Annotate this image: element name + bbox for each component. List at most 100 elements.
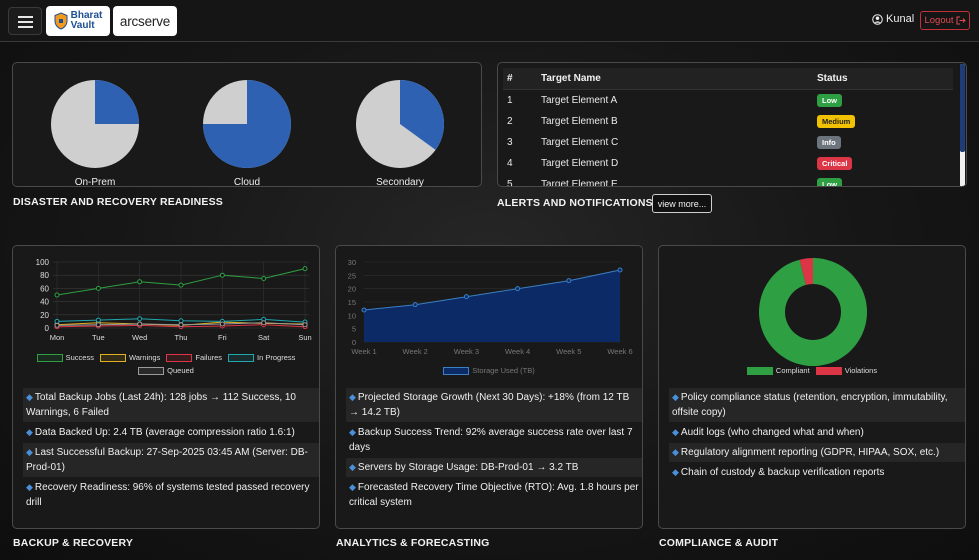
donut-slice [759, 258, 867, 366]
column-header[interactable]: Status [813, 68, 953, 90]
alerts-panel: # Target Name Status 1 Target Element A Lo… [497, 62, 967, 187]
legend-item[interactable]: Violations [815, 366, 878, 375]
target-name: Target Element A [541, 95, 618, 106]
backup-jobs-line-chart: 0 20 40 60 80 100 Mon Tue Wed Thu Fri Sat Sun [36, 258, 312, 342]
legend-item[interactable]: Failures [166, 353, 222, 362]
x-tick-label: Sat [258, 333, 270, 342]
y-tick-label: 0 [352, 338, 356, 347]
data-point [219, 272, 225, 278]
legend-item[interactable]: In Progress [228, 353, 295, 362]
bharat-vault-logo[interactable]: Bharat Vault [46, 6, 110, 36]
diamond-icon: ◆ [349, 427, 356, 437]
data-point [178, 322, 184, 328]
backup-info-list: ◆ Total Backup Jobs (Last 24h): 128 jobs … [23, 388, 319, 513]
list-item-text: Forecasted Recovery Time Objective (RTO)… [349, 482, 639, 508]
diamond-icon: ◆ [26, 447, 33, 457]
data-point [54, 318, 60, 324]
list-item: ◆ Servers by Storage Usage: DB-Prod-01 → … [346, 458, 642, 477]
analytics-info-list: ◆ Projected Storage Growth (Next 30 Days)… [346, 388, 642, 513]
legend-swatch [746, 366, 773, 375]
data-point [261, 320, 267, 326]
pie-secondary[interactable]: Secondary [355, 79, 445, 188]
legend-item[interactable]: Compliant [746, 366, 810, 375]
storage-chart-legend: Storage Used (TB) [346, 366, 632, 375]
legend-swatch [228, 353, 255, 362]
diamond-icon: ◆ [672, 392, 679, 402]
diamond-icon: ◆ [26, 482, 33, 492]
user-menu[interactable]: Kunal [872, 13, 914, 25]
analytics-title: ANALYTICS & FORECASTING [336, 537, 490, 549]
analytics-panel: 0 5 10 15 20 25 30 Week 1 Week 2 Week 3 Week 4 Week… [335, 245, 643, 529]
legend-label: Violations [844, 366, 878, 375]
user-name: Kunal [886, 13, 915, 25]
list-item: ◆ Total Backup Jobs (Last 24h): 128 jobs … [23, 388, 319, 422]
user-icon [872, 13, 883, 25]
legend-item[interactable]: Success [36, 353, 94, 362]
data-point [219, 321, 225, 327]
compliance-title: COMPLIANCE & AUDIT [659, 537, 779, 549]
target-name: Target Element E [541, 179, 618, 187]
pie-chart-cloud [203, 80, 291, 168]
logout-button[interactable]: Logout [920, 11, 970, 30]
legend-swatch [443, 366, 470, 375]
legend-item[interactable]: Warnings [99, 353, 161, 362]
table-row[interactable]: 1 Target Element A Low [503, 90, 953, 112]
pie-chart-secondary [356, 80, 445, 168]
table-row[interactable]: 2 Target Element B Medium [503, 111, 953, 132]
list-item: ◆ Data Backed Up: 2.4 TB (average compres… [23, 423, 319, 442]
diamond-icon: ◆ [26, 392, 33, 402]
data-point [515, 286, 521, 292]
pie-cloud[interactable]: Cloud [202, 79, 292, 188]
series-line [363, 269, 621, 311]
logo-text-line1: Bharat [70, 10, 103, 21]
diamond-icon: ◆ [672, 447, 679, 457]
data-point [137, 321, 143, 327]
data-point [178, 282, 184, 288]
scrollbar-thumb[interactable] [960, 64, 965, 152]
pie-label: Secondary [376, 177, 424, 188]
list-item-text: Data Backed Up: 2.4 TB (average compress… [34, 427, 295, 438]
y-tick-label: 40 [40, 298, 49, 307]
column-header[interactable]: # [503, 68, 537, 90]
logo-text-line2: Vault [70, 20, 95, 31]
legend-item[interactable]: Storage Used (TB) [443, 366, 535, 375]
legend-swatch [99, 353, 126, 362]
readiness-panel: On-Prem Cloud Secondary [12, 62, 482, 188]
backup-chart-legend: Success Warnings Failures In Progress Queued [23, 353, 309, 375]
table-row[interactable]: 5 Target Element E Low [503, 174, 953, 187]
x-tick-label: Thu [175, 333, 188, 342]
data-point [302, 322, 308, 328]
status-badge: Critical [817, 157, 853, 170]
y-tick-label: 15 [348, 298, 356, 307]
list-item: ◆ Policy compliance status (retention, en… [669, 388, 965, 422]
menu-toggle-button[interactable] [8, 7, 42, 35]
column-header[interactable]: Target Name [537, 68, 813, 90]
legend-label: In Progress [257, 353, 296, 362]
list-item-text: Backup Success Trend: 92% average succes… [349, 427, 633, 453]
status-cell: Low [813, 174, 953, 186]
view-more-button[interactable]: view more... [652, 194, 712, 213]
top-bar: Bharat Vault arcserve Kunal Logout [0, 0, 979, 42]
list-item: ◆ Audit logs (who changed what and when) [669, 423, 965, 442]
list-item-text: Regulatory alignment reporting (GDPR, HI… [680, 447, 940, 458]
table-row[interactable]: 4 Target Element D Critical [503, 153, 953, 174]
table-header-row: # Target Name Status [503, 68, 953, 90]
x-tick-label: Mon [50, 333, 65, 342]
pie-slice [95, 80, 139, 124]
pie-onprem[interactable]: On-Prem [50, 79, 140, 188]
compliance-panel: Compliant Violations ◆ Policy compliance s… [658, 245, 966, 529]
arcserve-logo[interactable]: arcserve [113, 6, 177, 36]
arcserve-logo-text: arcserve [119, 13, 171, 29]
legend-label: Warnings [128, 353, 161, 362]
list-item-text: Audit logs (who changed what and when) [680, 427, 864, 438]
status-cell: Info [813, 132, 953, 153]
legend-label: Queued [167, 366, 194, 375]
row-number: 2 [507, 116, 513, 127]
legend-item[interactable]: Queued [138, 366, 194, 375]
data-point [463, 294, 469, 300]
data-point [412, 302, 418, 308]
row-number: 3 [507, 137, 513, 148]
status-cell: Medium [813, 111, 953, 132]
table-row[interactable]: 3 Target Element C Info [503, 132, 953, 153]
data-point [566, 278, 572, 284]
